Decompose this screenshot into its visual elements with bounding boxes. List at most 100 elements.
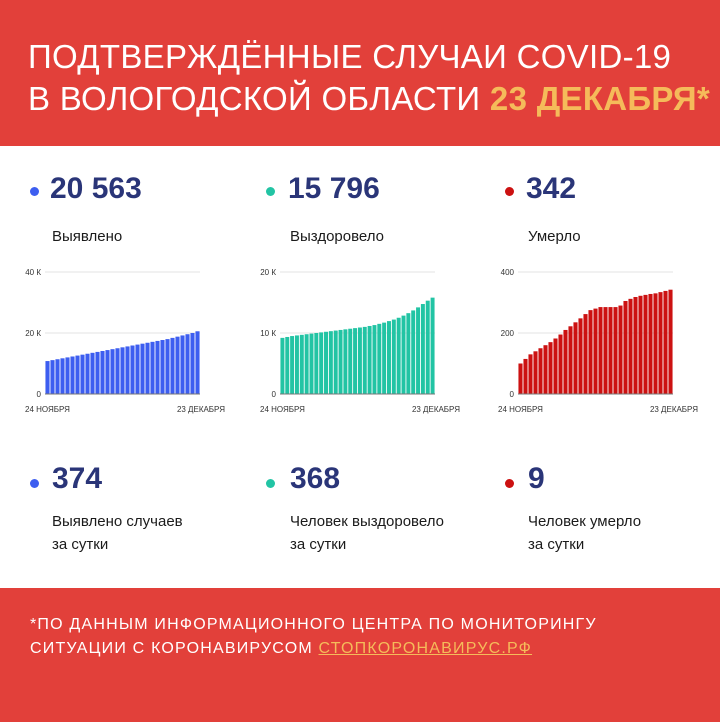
bar: [608, 307, 613, 394]
bar: [60, 358, 65, 394]
bar: [140, 343, 145, 394]
bar: [324, 331, 328, 394]
bar: [628, 298, 633, 394]
bar: [130, 345, 135, 394]
y-tick-label: 40 К: [25, 268, 41, 277]
footer: *ПО ДАННЫМ ИНФОРМАЦИОННОГО ЦЕНТРА ПО МОН…: [0, 588, 720, 722]
bar: [382, 322, 387, 394]
x-tick-label-start: 24 НОЯБРЯ: [498, 405, 543, 414]
bar: [75, 355, 80, 394]
bar: [593, 308, 598, 394]
bar: [648, 293, 653, 394]
bar: [180, 335, 185, 394]
y-tick-label: 0: [510, 390, 515, 399]
bar: [85, 353, 90, 394]
bar: [578, 318, 583, 394]
y-tick-label: 0: [37, 390, 42, 399]
x-tick-label-end: 23 ДЕКАБРЯ: [650, 405, 698, 414]
detected-label: Выявлено: [52, 228, 123, 245]
bar: [95, 351, 100, 394]
bar: [357, 327, 362, 394]
deaths-daily-label-1: Человек умерло: [528, 513, 642, 530]
detected-daily-label-1: Выявлено случаев: [52, 513, 183, 530]
bar: [588, 310, 593, 395]
bar: [396, 317, 401, 394]
bar: [643, 294, 648, 395]
bar: [553, 338, 558, 394]
bar: [603, 307, 608, 394]
bar: [568, 326, 573, 394]
bar: [548, 342, 553, 394]
source-note-line-1: *ПО ДАННЫМ ИНФОРМАЦИОННОГО ЦЕНТРА ПО МОН…: [30, 616, 597, 633]
bar: [653, 293, 658, 394]
bar: [668, 289, 673, 394]
recovered-chart: 0 10 К 20 К 24 НОЯБРЯ 23 ДЕКАБРЯ: [260, 268, 460, 414]
deaths-chart: 0 200 400 24 НОЯБРЯ 23 ДЕКАБРЯ: [498, 268, 698, 414]
y-tick-label: 400: [501, 268, 515, 277]
y-tick-label: 200: [501, 329, 515, 338]
bar: [110, 349, 115, 394]
bar: [328, 331, 333, 394]
bar: [533, 351, 538, 394]
bar: [195, 331, 200, 394]
bar: [290, 336, 295, 394]
bar: [150, 341, 155, 394]
bar: [387, 321, 391, 394]
bar: [633, 297, 638, 394]
deaths-label: Умерло: [528, 228, 581, 245]
bar: [391, 319, 396, 394]
bar: [658, 292, 663, 394]
bar: [613, 307, 618, 394]
deaths-daily-dot-icon: [505, 479, 514, 488]
bar: [285, 336, 290, 394]
x-tick-label-start: 24 НОЯБРЯ: [260, 405, 305, 414]
title-date: 23 ДЕКАБРЯ*: [489, 80, 711, 117]
deaths-dot-icon: [505, 187, 514, 196]
bar: [65, 357, 70, 394]
bar: [406, 313, 411, 394]
bar: [80, 354, 85, 394]
bar: [125, 346, 130, 394]
bar: [45, 361, 50, 394]
bar: [309, 333, 314, 394]
bar: [598, 307, 603, 394]
bar: [70, 356, 75, 394]
bar: [401, 315, 406, 394]
bar: [175, 336, 180, 394]
bar: [343, 329, 348, 394]
bar: [618, 305, 623, 394]
bar: [362, 326, 367, 394]
detected-dot-icon: [30, 187, 39, 196]
source-link[interactable]: СТОПКОРОНАВИРУС.РФ: [318, 640, 533, 657]
header: ПОДТВЕРЖДЁННЫЕ СЛУЧАИ COVID-19 В ВОЛОГОД…: [0, 0, 720, 140]
recovered-dot-icon: [266, 187, 275, 196]
recovered-daily-value: 368: [290, 462, 341, 495]
recovered-label: Выздоровело: [290, 228, 385, 245]
bar: [185, 334, 190, 394]
detected-total: 20 563: [50, 172, 142, 205]
title-line-2: В ВОЛОГОДСКОЙ ОБЛАСТИ 23 ДЕКАБРЯ*: [28, 80, 710, 118]
bar: [353, 328, 358, 394]
title-line-1: ПОДТВЕРЖДЁННЫЕ СЛУЧАИ COVID-19: [28, 38, 672, 75]
bar: [563, 329, 568, 394]
y-tick-label: 0: [272, 390, 277, 399]
bar: [367, 325, 372, 394]
bar: [377, 323, 382, 394]
detected-daily-dot-icon: [30, 479, 39, 488]
bar: [105, 350, 110, 394]
bar: [135, 344, 140, 394]
bar: [528, 354, 533, 394]
bar: [338, 329, 343, 394]
bar: [299, 334, 304, 394]
y-tick-label: 20 К: [25, 329, 41, 338]
x-tick-label-end: 23 ДЕКАБРЯ: [177, 405, 225, 414]
x-tick-label-end: 23 ДЕКАБРЯ: [412, 405, 460, 414]
source-note-line-2: СИТУАЦИИ С КОРОНАВИРУСОМ СТОПКОРОНАВИРУС…: [30, 640, 533, 657]
detected-daily-label-2: за сутки: [52, 536, 109, 553]
bar: [50, 360, 55, 394]
bar: [430, 297, 435, 394]
detected-daily-value: 374: [52, 462, 103, 495]
bar: [420, 304, 425, 394]
recovered-daily-label-1: Человек выздоровело: [290, 513, 444, 530]
bar: [100, 351, 105, 394]
